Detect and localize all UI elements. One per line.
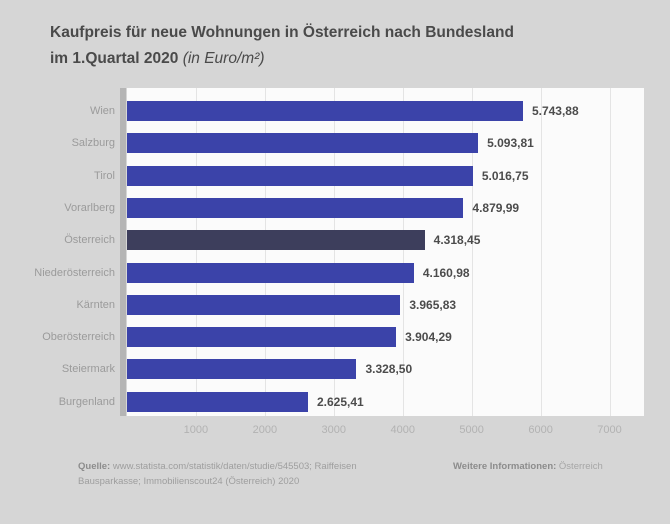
category-label: Kärnten [76, 298, 115, 311]
bar-salzburg [127, 133, 479, 154]
bar-tirol [127, 165, 473, 186]
chart-row: Wien 5.743,88 [0, 101, 670, 121]
x-tick-label: 3000 [321, 424, 347, 436]
x-tick-label: 7000 [597, 424, 622, 436]
x-tick-label: 5000 [459, 424, 484, 436]
bar-oberösterreich [127, 327, 397, 348]
bar-vorarlberg [127, 197, 464, 218]
gridline [195, 88, 197, 416]
value-label: 2.625,41 [316, 394, 364, 409]
gridline [471, 88, 473, 416]
category-label: Burgenland [58, 395, 115, 408]
value-label: 3.328,50 [365, 362, 413, 377]
chart-row: Salzburg 5.093,81 [0, 133, 670, 154]
chart-title-unit: (in Euro/m²) [182, 50, 265, 67]
bar-niederösterreich [127, 262, 414, 283]
bar-kärnten [127, 294, 401, 315]
gridline [540, 88, 542, 416]
value-label: 3.965,83 [409, 297, 457, 312]
chart-row: Niederösterreich 4.160,98 [0, 262, 670, 283]
gridline [402, 88, 404, 416]
value-label: 5.743,88 [531, 104, 579, 118]
chart-row: Kärnten 3.965,83 [0, 294, 670, 315]
category-label: Vorarlberg [64, 201, 115, 214]
x-tick-label: 1000 [183, 424, 209, 436]
gridline [609, 88, 611, 416]
value-label: 4.318,45 [433, 233, 481, 248]
more-info-label: Weitere Informationen: [453, 461, 557, 472]
x-tick-label: 4000 [390, 424, 415, 436]
category-label: Steiermark [61, 363, 115, 376]
more-info-value: Österreich [558, 461, 603, 472]
chart-row: Steiermark 3.328,50 [0, 359, 670, 380]
chart-title: Kaufpreis für neue Wohnungen in Österrei… [50, 20, 514, 72]
chart-title-line2: im 1.Quartal 2020 (in Euro/m²) [50, 46, 514, 72]
bar-österreich [127, 230, 425, 251]
chart-title-period: im 1.Quartal 2020 [50, 50, 179, 67]
x-tick-label: 2000 [252, 424, 278, 436]
category-label: Wien [89, 105, 115, 117]
gridline [333, 88, 335, 416]
source-label: Quelle: [78, 461, 111, 472]
value-label: 4.879,99 [472, 200, 520, 215]
more-info-note: Weitere Informationen: Österreich [453, 459, 603, 474]
chart-title-line1: Kaufpreis für neue Wohnungen in Österrei… [50, 24, 514, 41]
category-label: Niederösterreich [34, 266, 115, 279]
value-label: 5.016,75 [481, 168, 529, 183]
bar-steiermark [127, 359, 357, 380]
bar-wien [127, 101, 523, 121]
chart-row: Tirol 5.016,75 [0, 165, 670, 186]
gridline [264, 88, 266, 416]
source-note: Quelle: www.statista.com/statistik/daten… [78, 459, 408, 489]
source-text-line2: Immobilienscout24 (Österreich) 2020 [143, 476, 300, 487]
chart-row: Vorarlberg 4.879,99 [0, 197, 670, 218]
value-label: 3.904,29 [405, 330, 452, 345]
category-label: Salzburg [71, 137, 115, 150]
chart-row: Österreich 4.318,45 [0, 230, 670, 251]
chart-row: Burgenland 2.625,41 [0, 391, 670, 412]
chart-row: Oberösterreich 3.904,29 [0, 327, 670, 348]
value-label: 4.160,98 [422, 265, 470, 280]
category-label: Tirol [94, 169, 115, 182]
value-label: 5.093,81 [487, 136, 534, 151]
x-tick-label: 6000 [528, 424, 553, 436]
bar-burgenland [127, 391, 308, 412]
source-text-line1: www.statista.com/statistik/daten/studie/… [78, 461, 357, 487]
y-axis-line [120, 88, 126, 416]
category-label: Oberösterreich [42, 331, 115, 344]
category-label: Österreich [64, 234, 115, 247]
